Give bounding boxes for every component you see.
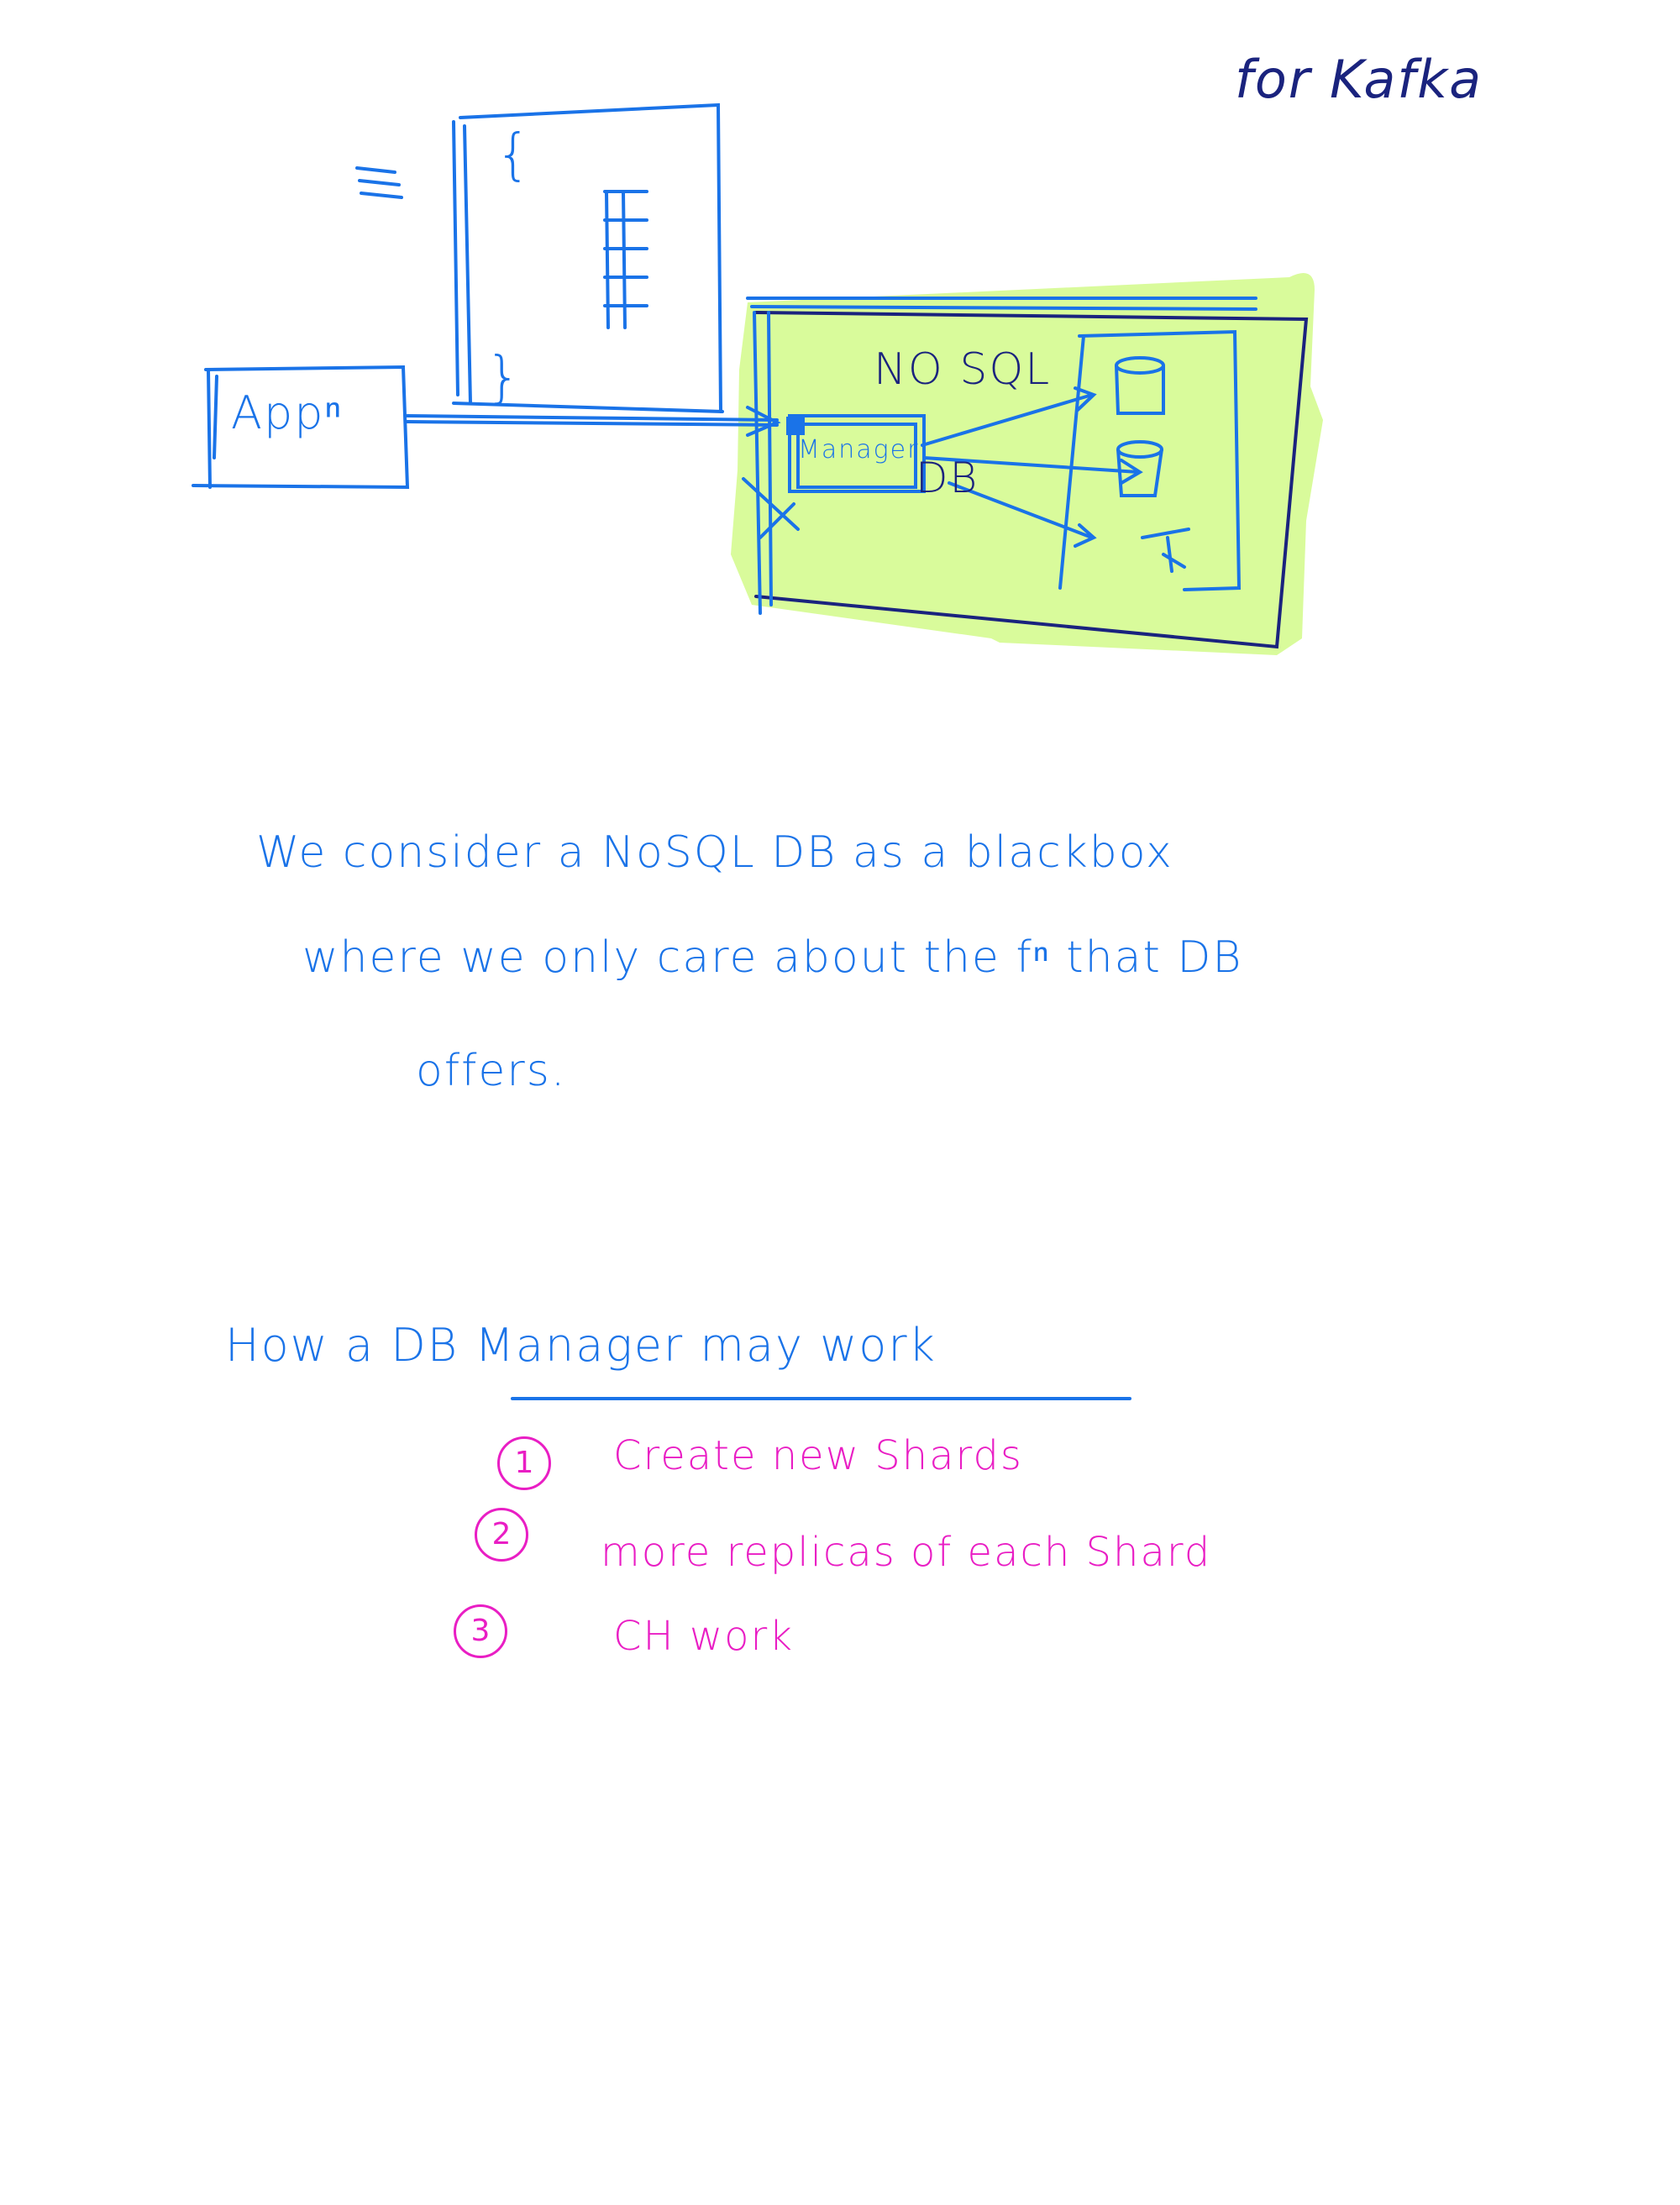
list-number-badge: 3 — [454, 1604, 507, 1658]
nosql-box — [742, 297, 1309, 649]
top-note: for Kafka — [1235, 49, 1483, 110]
list-item: Create new Shards — [613, 1432, 1023, 1479]
document-brace-open: { — [496, 122, 533, 186]
nosql-label: NO SQL — [874, 344, 1052, 395]
paragraph-line: offers. — [416, 1046, 567, 1096]
manager-label: Manager — [798, 435, 920, 465]
list-number-badge: 1 — [497, 1436, 551, 1490]
db-label: DB — [916, 454, 979, 502]
document-brace-close: } — [486, 344, 522, 409]
shard-panel — [1058, 329, 1242, 591]
list-heading: How a DB Manager may work — [225, 1319, 937, 1372]
database-icon — [1115, 356, 1165, 415]
app-box — [192, 365, 410, 490]
list-item: CH work — [613, 1613, 795, 1660]
list-item: more replicas of each Shard — [601, 1529, 1212, 1576]
paragraph-line: where we only care about the fⁿ that DB — [302, 932, 1243, 983]
manager-to-shards-arrows — [921, 386, 1143, 548]
paragraph-line: We consider a NoSQL DB as a blackbox — [256, 827, 1173, 878]
app-label: Appⁿ — [231, 386, 344, 439]
database-icon — [1116, 440, 1163, 497]
document-box — [452, 102, 724, 413]
list-number-badge: 2 — [475, 1508, 528, 1562]
manager-box — [786, 414, 926, 493]
database-icon — [1141, 528, 1190, 573]
stack-icon — [355, 166, 403, 199]
